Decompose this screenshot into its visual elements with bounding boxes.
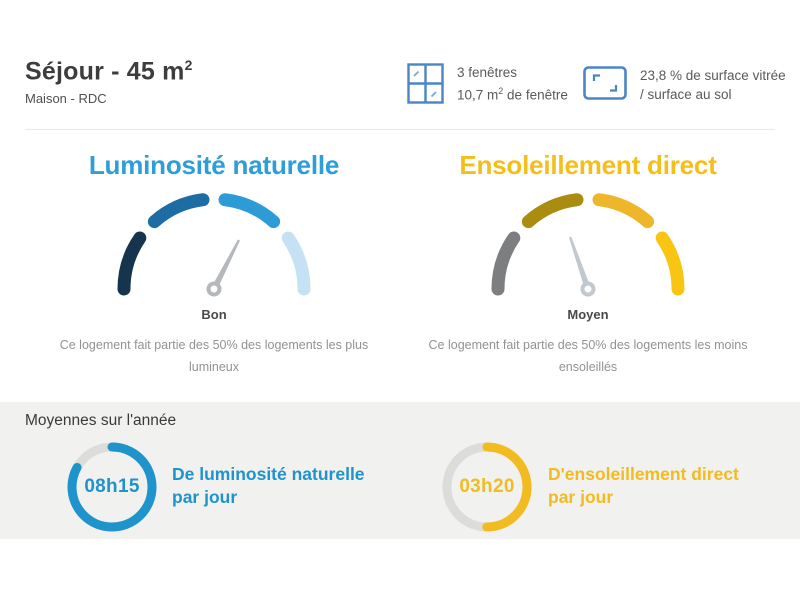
natural-light-rating: Bon [201, 307, 227, 322]
gauge-needle [206, 239, 241, 297]
window-icon [407, 63, 444, 104]
windows-area: 10,7 m2 de fenêtre [457, 86, 568, 103]
glazed-surface-icon [583, 66, 627, 100]
windows-stat: 3 fenêtres 10,7 m2 de fenêtre [407, 63, 568, 105]
direct-sun-daily-value: 03h20 [459, 476, 515, 497]
natural-light-daily-value: 08h15 [84, 476, 140, 497]
room-location: Maison - RDC [25, 91, 107, 107]
windows-stat-text: 3 fenêtres 10,7 m2 de fenêtre [457, 63, 568, 105]
natural-light-gauge [99, 186, 329, 301]
direct-sun-rating: Moyen [567, 307, 609, 322]
natural-light-description: Ce logement fait partie des 50% des loge… [59, 338, 369, 374]
gauge-needle [568, 236, 596, 297]
direct-sun-description: Ce logement fait partie des 50% des loge… [428, 338, 748, 374]
natural-light-title: Luminosité naturelle [88, 150, 340, 180]
natural-light-daily-label: De luminosité naturelle par jour [172, 464, 365, 507]
room-name: Séjour - 45 m [25, 57, 185, 86]
direct-sun-title: Ensoleillement direct [459, 150, 717, 180]
direct-sun-section: Ensoleillement direct Moyen Ce logement … [388, 150, 788, 390]
glazed-ratio-suffix: / surface au sol [640, 87, 732, 102]
page-title: Séjour - 45 m2 [25, 57, 193, 86]
natural-light-ring-chart [67, 442, 157, 537]
direct-sun-ring-chart [442, 442, 532, 537]
glazed-surface-stat: 23,8 % de surface vitrée / surface au so… [583, 66, 786, 104]
glazed-ratio: 23,8 % de surface vitrée [640, 68, 786, 83]
header-divider [25, 129, 775, 130]
header: Séjour - 45 m2 Maison - RDC [25, 57, 193, 106]
yearly-averages-heading: Moyennes sur l'année [25, 412, 177, 429]
glazed-surface-text: 23,8 % de surface vitrée / surface au so… [640, 66, 786, 104]
square-meter-sup: 2 [184, 57, 193, 73]
direct-sun-gauge [473, 186, 703, 301]
windows-count: 3 fenêtres [457, 65, 518, 80]
yearly-averages-panel: Moyennes sur l'année 08h15 De luminosité… [0, 402, 800, 539]
direct-sun-daily-label: D'ensoleillement direct par jour [548, 464, 739, 507]
natural-light-section: Luminosité naturelle Bon Ce logement fai… [14, 150, 414, 390]
direct-sun-daily-ring: 03h20 [442, 442, 532, 532]
natural-light-daily-ring: 08h15 [67, 442, 157, 532]
